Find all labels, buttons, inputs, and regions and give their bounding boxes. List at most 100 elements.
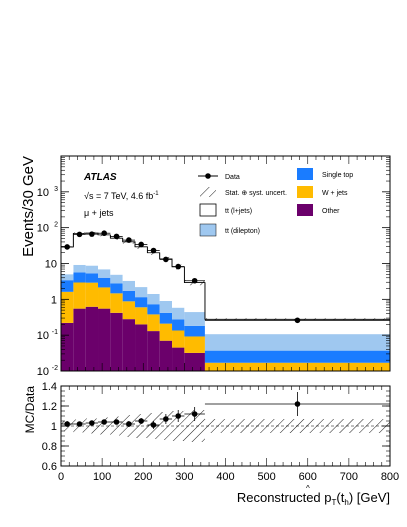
y-tick-exp-1: -1	[52, 329, 58, 336]
data-point-10	[191, 277, 198, 284]
x-tick-labels: 0 100 200 300 400 500 600 700 800	[58, 156, 399, 483]
bar-tt-l-jets--2	[85, 233, 99, 266]
bar-other-0	[61, 322, 74, 371]
legend-entry-single-top: Single top	[297, 168, 353, 180]
bar-other-5	[122, 319, 136, 371]
ratio-y-tick-label-2: 1	[51, 421, 57, 433]
bar-tt-l-jets--5	[122, 241, 136, 281]
legend-label-data: Data	[225, 174, 240, 181]
bar-single-top-11	[204, 350, 390, 363]
ratio-point-10	[191, 411, 198, 417]
bar-other-6	[135, 324, 148, 371]
ratio-point-9	[175, 413, 182, 419]
bar-w-jets-3	[98, 287, 111, 309]
x-tick-label-1: 100	[93, 471, 111, 483]
ratio-uncertainty-band	[61, 410, 390, 442]
x-tick-label-5: 500	[257, 471, 275, 483]
y-axis-label: Events/30 GeV	[20, 156, 37, 257]
data-point-5	[126, 237, 132, 243]
bar-single-top-1	[73, 272, 86, 283]
bar-single-top-5	[122, 290, 136, 302]
bar-tt-l-jets--9	[172, 266, 185, 308]
ratio-point-8	[163, 416, 169, 422]
bar-tt-dilepton--2	[85, 265, 99, 274]
bar-other-2	[85, 306, 99, 371]
bar-tt-l-jets--1	[73, 233, 86, 265]
bar-tt-l-jets--6	[135, 246, 148, 288]
ratio-point-5	[126, 421, 132, 427]
ratio-point-4	[113, 419, 120, 425]
bar-w-jets-6	[135, 307, 148, 325]
data-points	[61, 230, 390, 324]
bar-other-3	[98, 308, 111, 371]
data-point-8	[163, 256, 169, 263]
legend-entry-dilepton: tt (dilepton)	[199, 223, 260, 237]
bar-single-top-9	[172, 319, 185, 331]
x-tick-label-2: 200	[134, 471, 152, 483]
x-tick-label-4: 400	[216, 471, 234, 483]
y-tick-exp-4: 2	[54, 222, 58, 229]
ratio-y-tick-label-3: 1.2	[42, 401, 57, 413]
ratio-point-2	[89, 420, 95, 426]
atlas-label: ATLAS	[83, 172, 117, 183]
legend-wjets-swatch	[297, 186, 313, 198]
ratio-point-3	[101, 419, 107, 425]
bar-w-jets-5	[122, 301, 136, 320]
energy-label: √s = 7 TeV, 4.6 fb-1	[84, 191, 159, 201]
bar-single-top-2	[85, 273, 99, 283]
bar-single-top-6	[135, 297, 148, 308]
x-tick-label-7: 700	[340, 471, 358, 483]
bar-single-top-8	[159, 312, 173, 324]
data-point-4	[113, 233, 120, 240]
x-label-sub: T	[332, 498, 337, 507]
bar-tt-l-jets--4	[110, 238, 123, 275]
y-tick-label-3: 10	[45, 259, 57, 271]
bar-w-jets-9	[172, 330, 185, 348]
bar-tt-dilepton--1	[73, 264, 86, 273]
bar-tt-dilepton--10	[184, 312, 205, 326]
legend-label-other: Other	[322, 208, 340, 215]
bar-single-top-3	[98, 277, 111, 288]
y-tick-label-1: 10	[37, 330, 49, 342]
legend-label-single-top: Single top	[322, 172, 353, 179]
bar-other-8	[159, 340, 173, 371]
x-label-hsub: h	[344, 498, 348, 507]
bar-tt-l-jets--8	[159, 258, 173, 301]
bar-tt-l-jets--0	[61, 246, 74, 275]
bar-tt-dilepton--6	[135, 287, 148, 298]
legend-entry-wjets: W + jets	[297, 186, 348, 198]
bar-tt-dilepton--3	[98, 269, 111, 278]
ratio-y-tick-label-0: 0.6	[42, 461, 57, 473]
ratio-y-ticks: 0.6 0.8 1 1.2 1.4	[42, 381, 390, 473]
ratio-point-1	[76, 421, 83, 427]
y-tick-label-0: 10	[37, 366, 49, 378]
channel-label: μ + jets	[84, 208, 114, 218]
legend-label-wjets: W + jets	[322, 190, 348, 197]
bar-w-jets-11	[204, 362, 390, 371]
legend: Data Stat. ⊕ syst. uncert. tt (l+jets) t…	[198, 168, 353, 237]
bar-tt-dilepton--11	[204, 334, 390, 351]
bar-tt-dilepton--7	[147, 293, 160, 305]
bar-w-jets-7	[147, 314, 160, 332]
bar-other-1	[73, 308, 86, 371]
data-point-11	[294, 317, 301, 324]
legend-entry-ljets: tt (l+jets)	[199, 203, 252, 217]
bar-tt-dilepton--9	[172, 307, 185, 320]
bar-other-10	[184, 352, 205, 371]
legend-ljets-swatch	[199, 203, 217, 217]
y-tick-exp-5: 3	[54, 186, 58, 193]
y-tick-label-2: 1	[51, 294, 57, 306]
bar-tt-l-jets--7	[147, 252, 160, 294]
ratio-point-11	[294, 401, 301, 407]
legend-single-top-swatch	[297, 168, 313, 180]
legend-entry-uncertainty: Stat. ⊕ syst. uncert.	[200, 187, 287, 197]
energy-text: √s = 7 TeV, 4.6 fb	[84, 191, 153, 201]
bar-tt-dilepton--5	[122, 280, 136, 291]
ratio-point-0	[64, 421, 70, 427]
data-point-2	[89, 231, 95, 237]
bar-other-9	[172, 347, 185, 371]
bar-w-jets-4	[110, 293, 123, 313]
legend-dilepton-swatch	[199, 223, 217, 237]
bar-single-top-4	[110, 283, 123, 294]
